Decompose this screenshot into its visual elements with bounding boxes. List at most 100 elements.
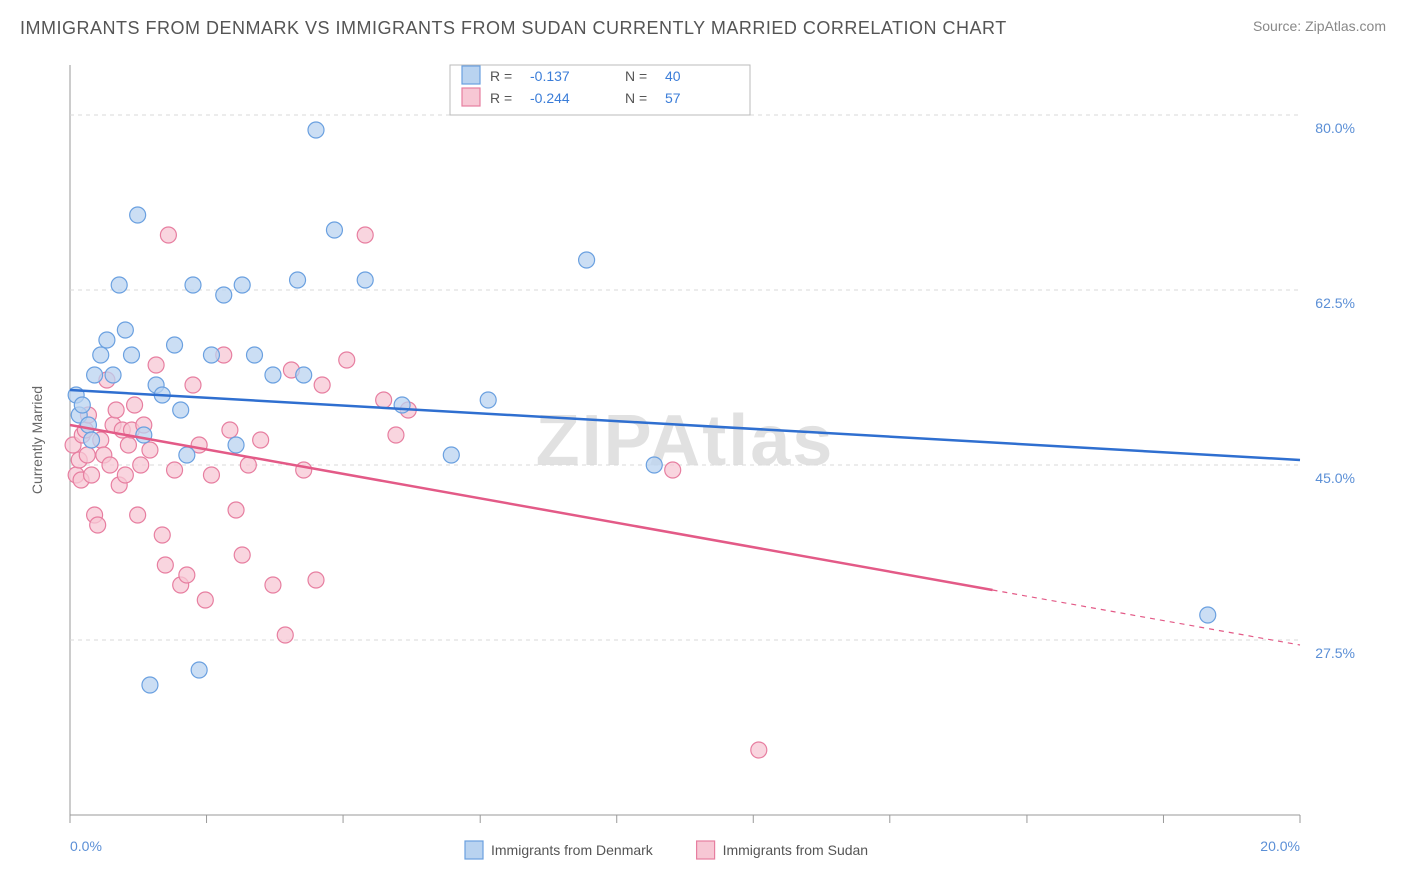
data-point: [646, 457, 662, 473]
data-point: [203, 347, 219, 363]
data-point: [87, 367, 103, 383]
data-point: [185, 277, 201, 293]
data-point: [357, 227, 373, 243]
correlation-legend: R = -0.137 N = 40 R = -0.244 N = 57: [450, 65, 750, 115]
data-point: [120, 437, 136, 453]
svg-text:R =: R =: [490, 90, 512, 106]
data-point: [167, 337, 183, 353]
chart-title: IMMIGRANTS FROM DENMARK VS IMMIGRANTS FR…: [20, 18, 1007, 39]
svg-text:45.0%: 45.0%: [1315, 470, 1355, 486]
data-point: [124, 347, 140, 363]
svg-text:57: 57: [665, 90, 681, 106]
data-point: [443, 447, 459, 463]
series-legend: Immigrants from Denmark Immigrants from S…: [465, 841, 868, 859]
svg-text:ZIPAtlas: ZIPAtlas: [536, 401, 835, 481]
data-point: [93, 347, 109, 363]
svg-text:N =: N =: [625, 68, 647, 84]
data-point: [296, 462, 312, 478]
data-point: [130, 507, 146, 523]
data-point: [130, 207, 146, 223]
svg-text:80.0%: 80.0%: [1315, 120, 1355, 136]
data-point: [265, 367, 281, 383]
data-point: [326, 222, 342, 238]
svg-text:-0.244: -0.244: [530, 90, 570, 106]
data-point: [265, 577, 281, 593]
data-point: [127, 397, 143, 413]
data-point: [142, 442, 158, 458]
trend-line-extrapolated: [993, 590, 1301, 645]
data-point: [234, 547, 250, 563]
legend-swatch: [462, 88, 480, 106]
data-point: [253, 432, 269, 448]
svg-text:0.0%: 0.0%: [70, 838, 102, 854]
data-point: [74, 397, 90, 413]
data-point: [240, 457, 256, 473]
data-point: [80, 417, 96, 433]
svg-text:40: 40: [665, 68, 681, 84]
svg-text:-0.137: -0.137: [530, 68, 570, 84]
data-point: [173, 402, 189, 418]
data-point: [185, 377, 201, 393]
data-point: [179, 567, 195, 583]
svg-text:R =: R =: [490, 68, 512, 84]
data-point: [154, 527, 170, 543]
legend-swatch: [697, 841, 715, 859]
data-point: [160, 227, 176, 243]
data-point: [117, 467, 133, 483]
chart-header: IMMIGRANTS FROM DENMARK VS IMMIGRANTS FR…: [0, 0, 1406, 49]
data-point: [105, 367, 121, 383]
data-point: [234, 277, 250, 293]
data-point: [665, 462, 681, 478]
scatter-chart: 27.5%45.0%62.5%80.0%0.0%20.0%Currently M…: [20, 55, 1386, 872]
data-point: [308, 122, 324, 138]
legend-swatch: [462, 66, 480, 84]
data-point: [102, 457, 118, 473]
data-point: [290, 272, 306, 288]
data-point: [191, 662, 207, 678]
data-point: [99, 332, 115, 348]
data-point: [142, 677, 158, 693]
svg-text:20.0%: 20.0%: [1260, 838, 1300, 854]
data-point: [376, 392, 392, 408]
data-point: [117, 322, 133, 338]
data-point: [314, 377, 330, 393]
y-axis-label: Currently Married: [29, 386, 45, 494]
data-point: [136, 427, 152, 443]
data-point: [228, 502, 244, 518]
svg-text:27.5%: 27.5%: [1315, 645, 1355, 661]
data-point: [84, 432, 100, 448]
data-point: [90, 517, 106, 533]
data-point: [751, 742, 767, 758]
data-point: [394, 397, 410, 413]
data-point: [157, 557, 173, 573]
data-point: [148, 357, 164, 373]
data-point: [388, 427, 404, 443]
data-point: [222, 422, 238, 438]
data-point: [197, 592, 213, 608]
legend-swatch: [465, 841, 483, 859]
data-point: [1200, 607, 1216, 623]
trend-line: [70, 425, 993, 590]
data-point: [133, 457, 149, 473]
data-point: [357, 272, 373, 288]
chart-container: 27.5%45.0%62.5%80.0%0.0%20.0%Currently M…: [20, 55, 1386, 872]
data-point: [79, 447, 95, 463]
data-point: [228, 437, 244, 453]
data-point: [579, 252, 595, 268]
data-point: [111, 277, 127, 293]
data-point: [108, 402, 124, 418]
data-point: [339, 352, 355, 368]
data-point: [216, 287, 232, 303]
data-point: [480, 392, 496, 408]
data-point: [179, 447, 195, 463]
data-point: [247, 347, 263, 363]
data-point: [203, 467, 219, 483]
svg-text:Immigrants from Sudan: Immigrants from Sudan: [723, 842, 869, 858]
chart-source: Source: ZipAtlas.com: [1253, 18, 1386, 34]
data-point: [277, 627, 293, 643]
svg-text:Immigrants from Denmark: Immigrants from Denmark: [491, 842, 654, 858]
data-point: [167, 462, 183, 478]
svg-text:N =: N =: [625, 90, 647, 106]
data-point: [308, 572, 324, 588]
data-point: [84, 467, 100, 483]
